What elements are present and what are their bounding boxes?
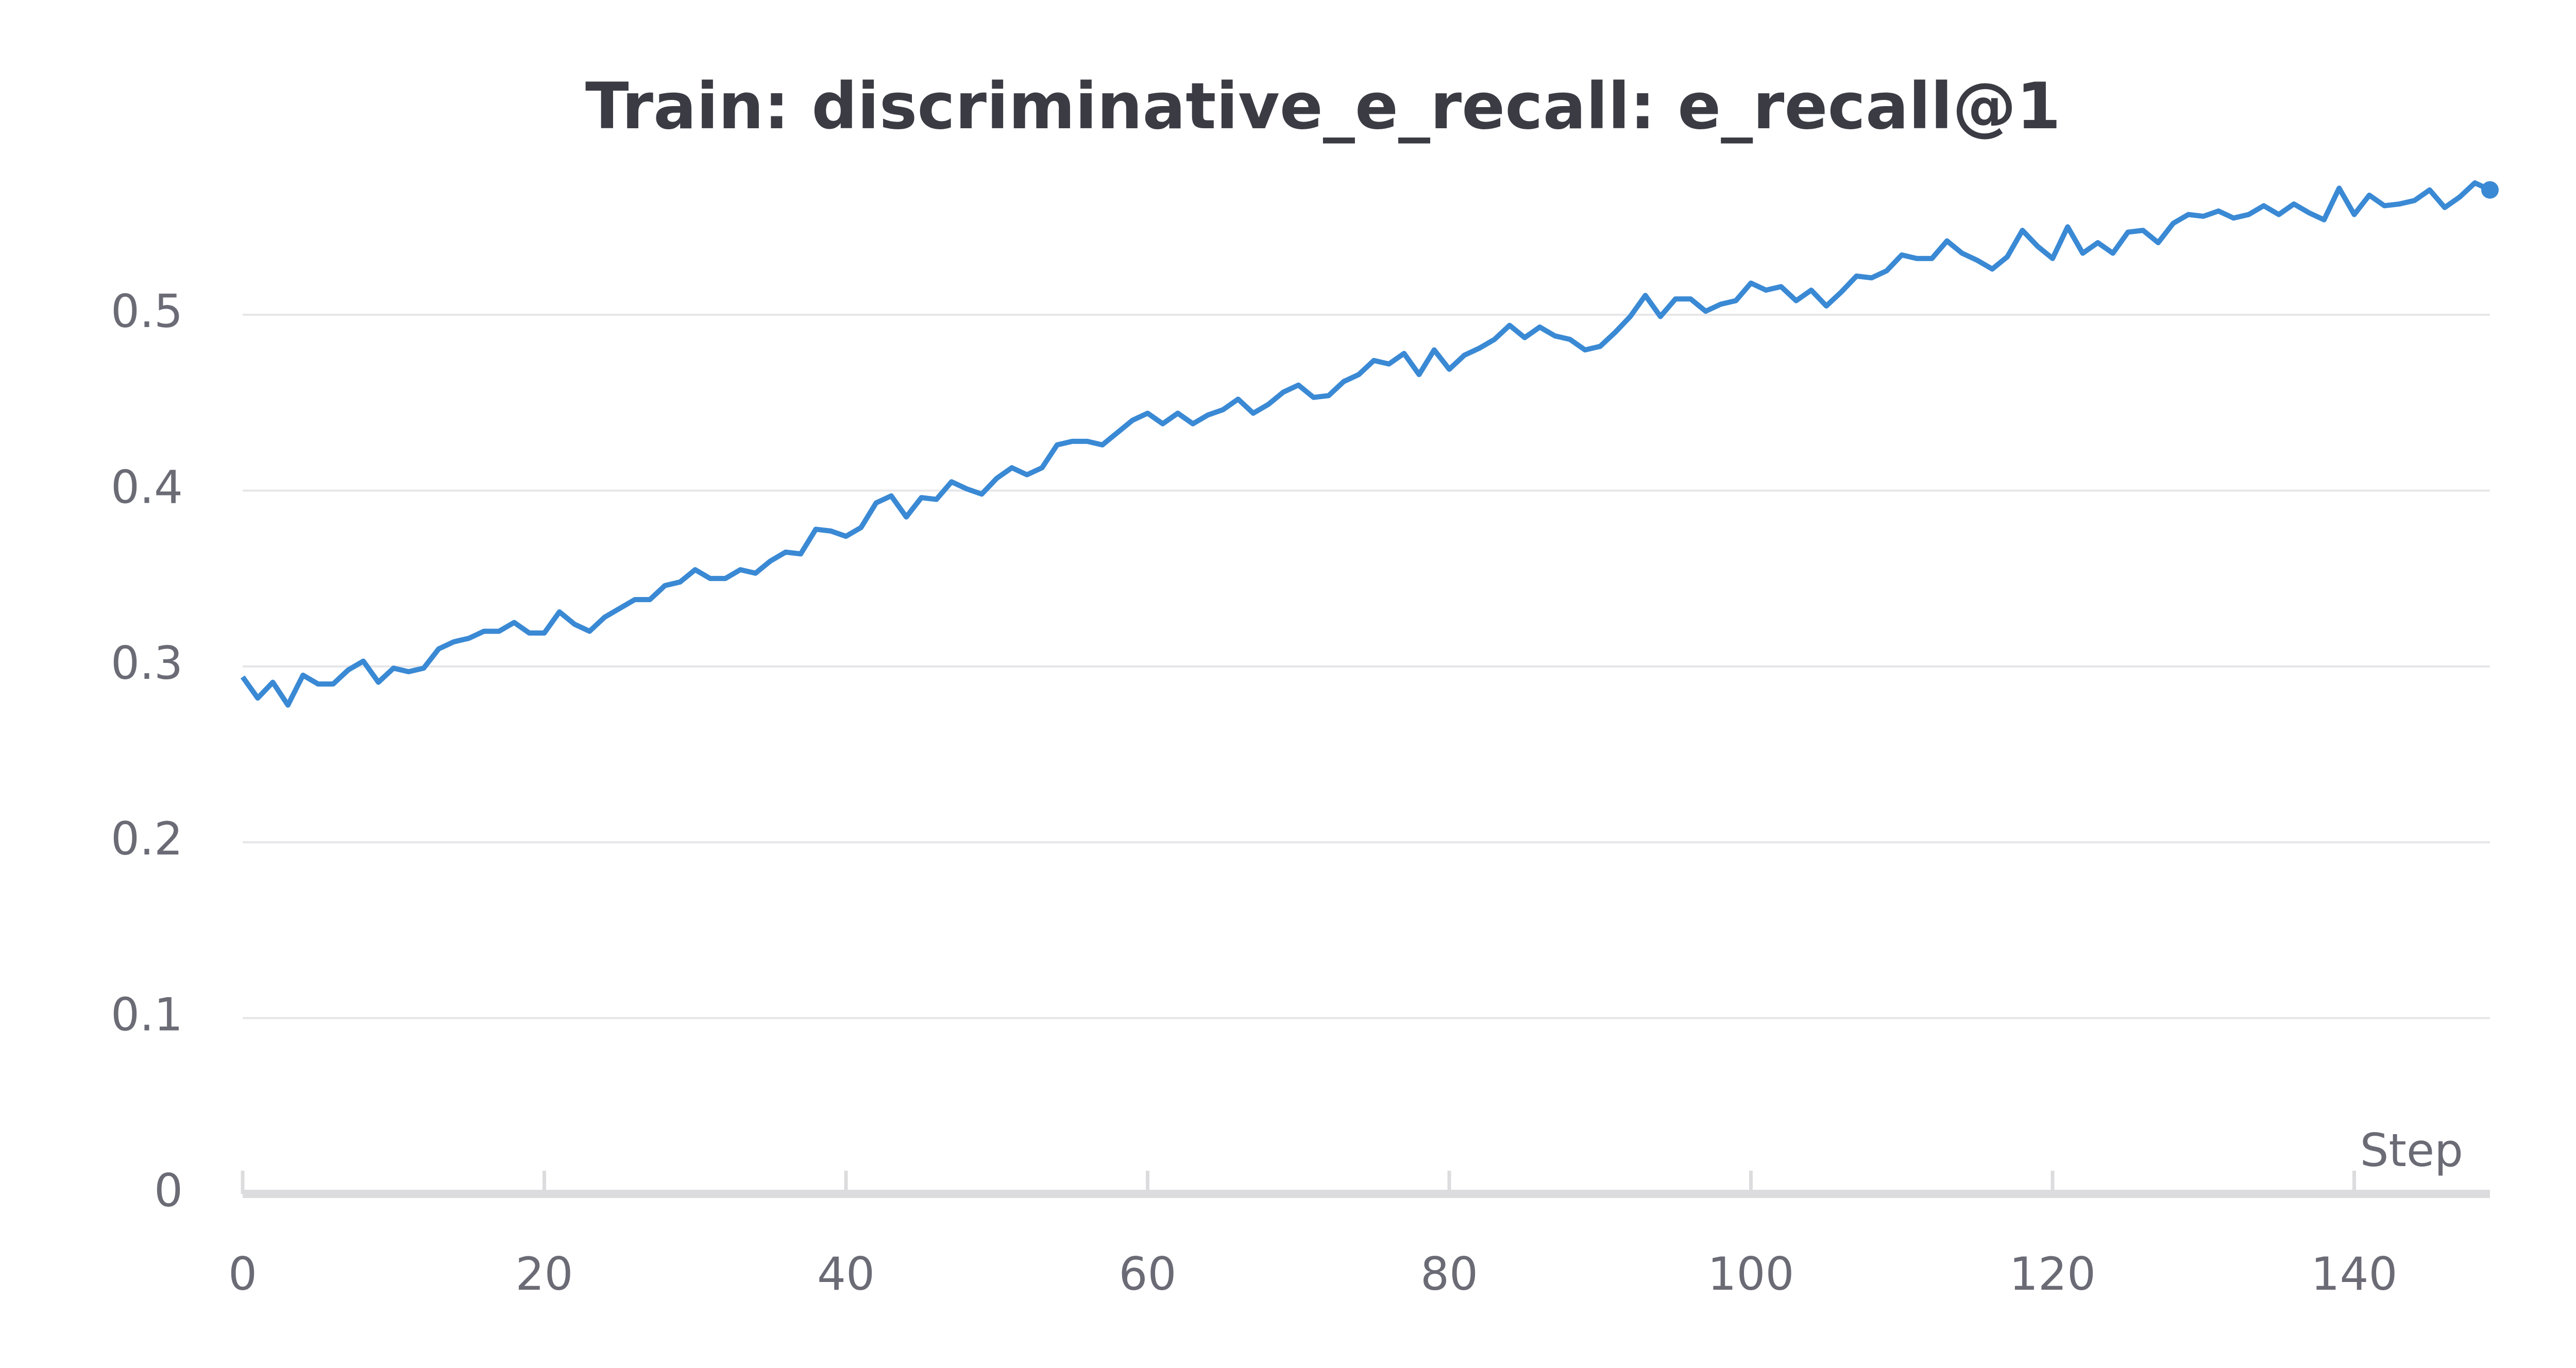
x-tick-label: 40 [817, 1247, 875, 1301]
x-tick-label: 140 [2311, 1247, 2398, 1301]
chart-title: Train: discriminative_e_recall: e_recall… [585, 70, 2061, 144]
data-line [240, 180, 2492, 708]
y-tick-label: 0.5 [111, 285, 183, 338]
y-tick-label: 0.2 [111, 812, 183, 865]
x-tick-label: 80 [1420, 1247, 1478, 1301]
x-tick-label: 100 [1708, 1247, 1794, 1301]
x-tick-label: 120 [2009, 1247, 2096, 1301]
y-tick-label: 0.1 [111, 988, 183, 1041]
last-point [2481, 181, 2499, 199]
y-tick-label: 0.4 [111, 460, 183, 514]
x-tick-label: 20 [516, 1247, 573, 1301]
x-axis-label: Step [2360, 1124, 2463, 1177]
y-tick-label: 0 [154, 1164, 183, 1217]
x-tick-label: 60 [1119, 1247, 1177, 1301]
y-tick-label: 0.3 [111, 637, 183, 690]
x-tick-label: 0 [228, 1247, 257, 1301]
